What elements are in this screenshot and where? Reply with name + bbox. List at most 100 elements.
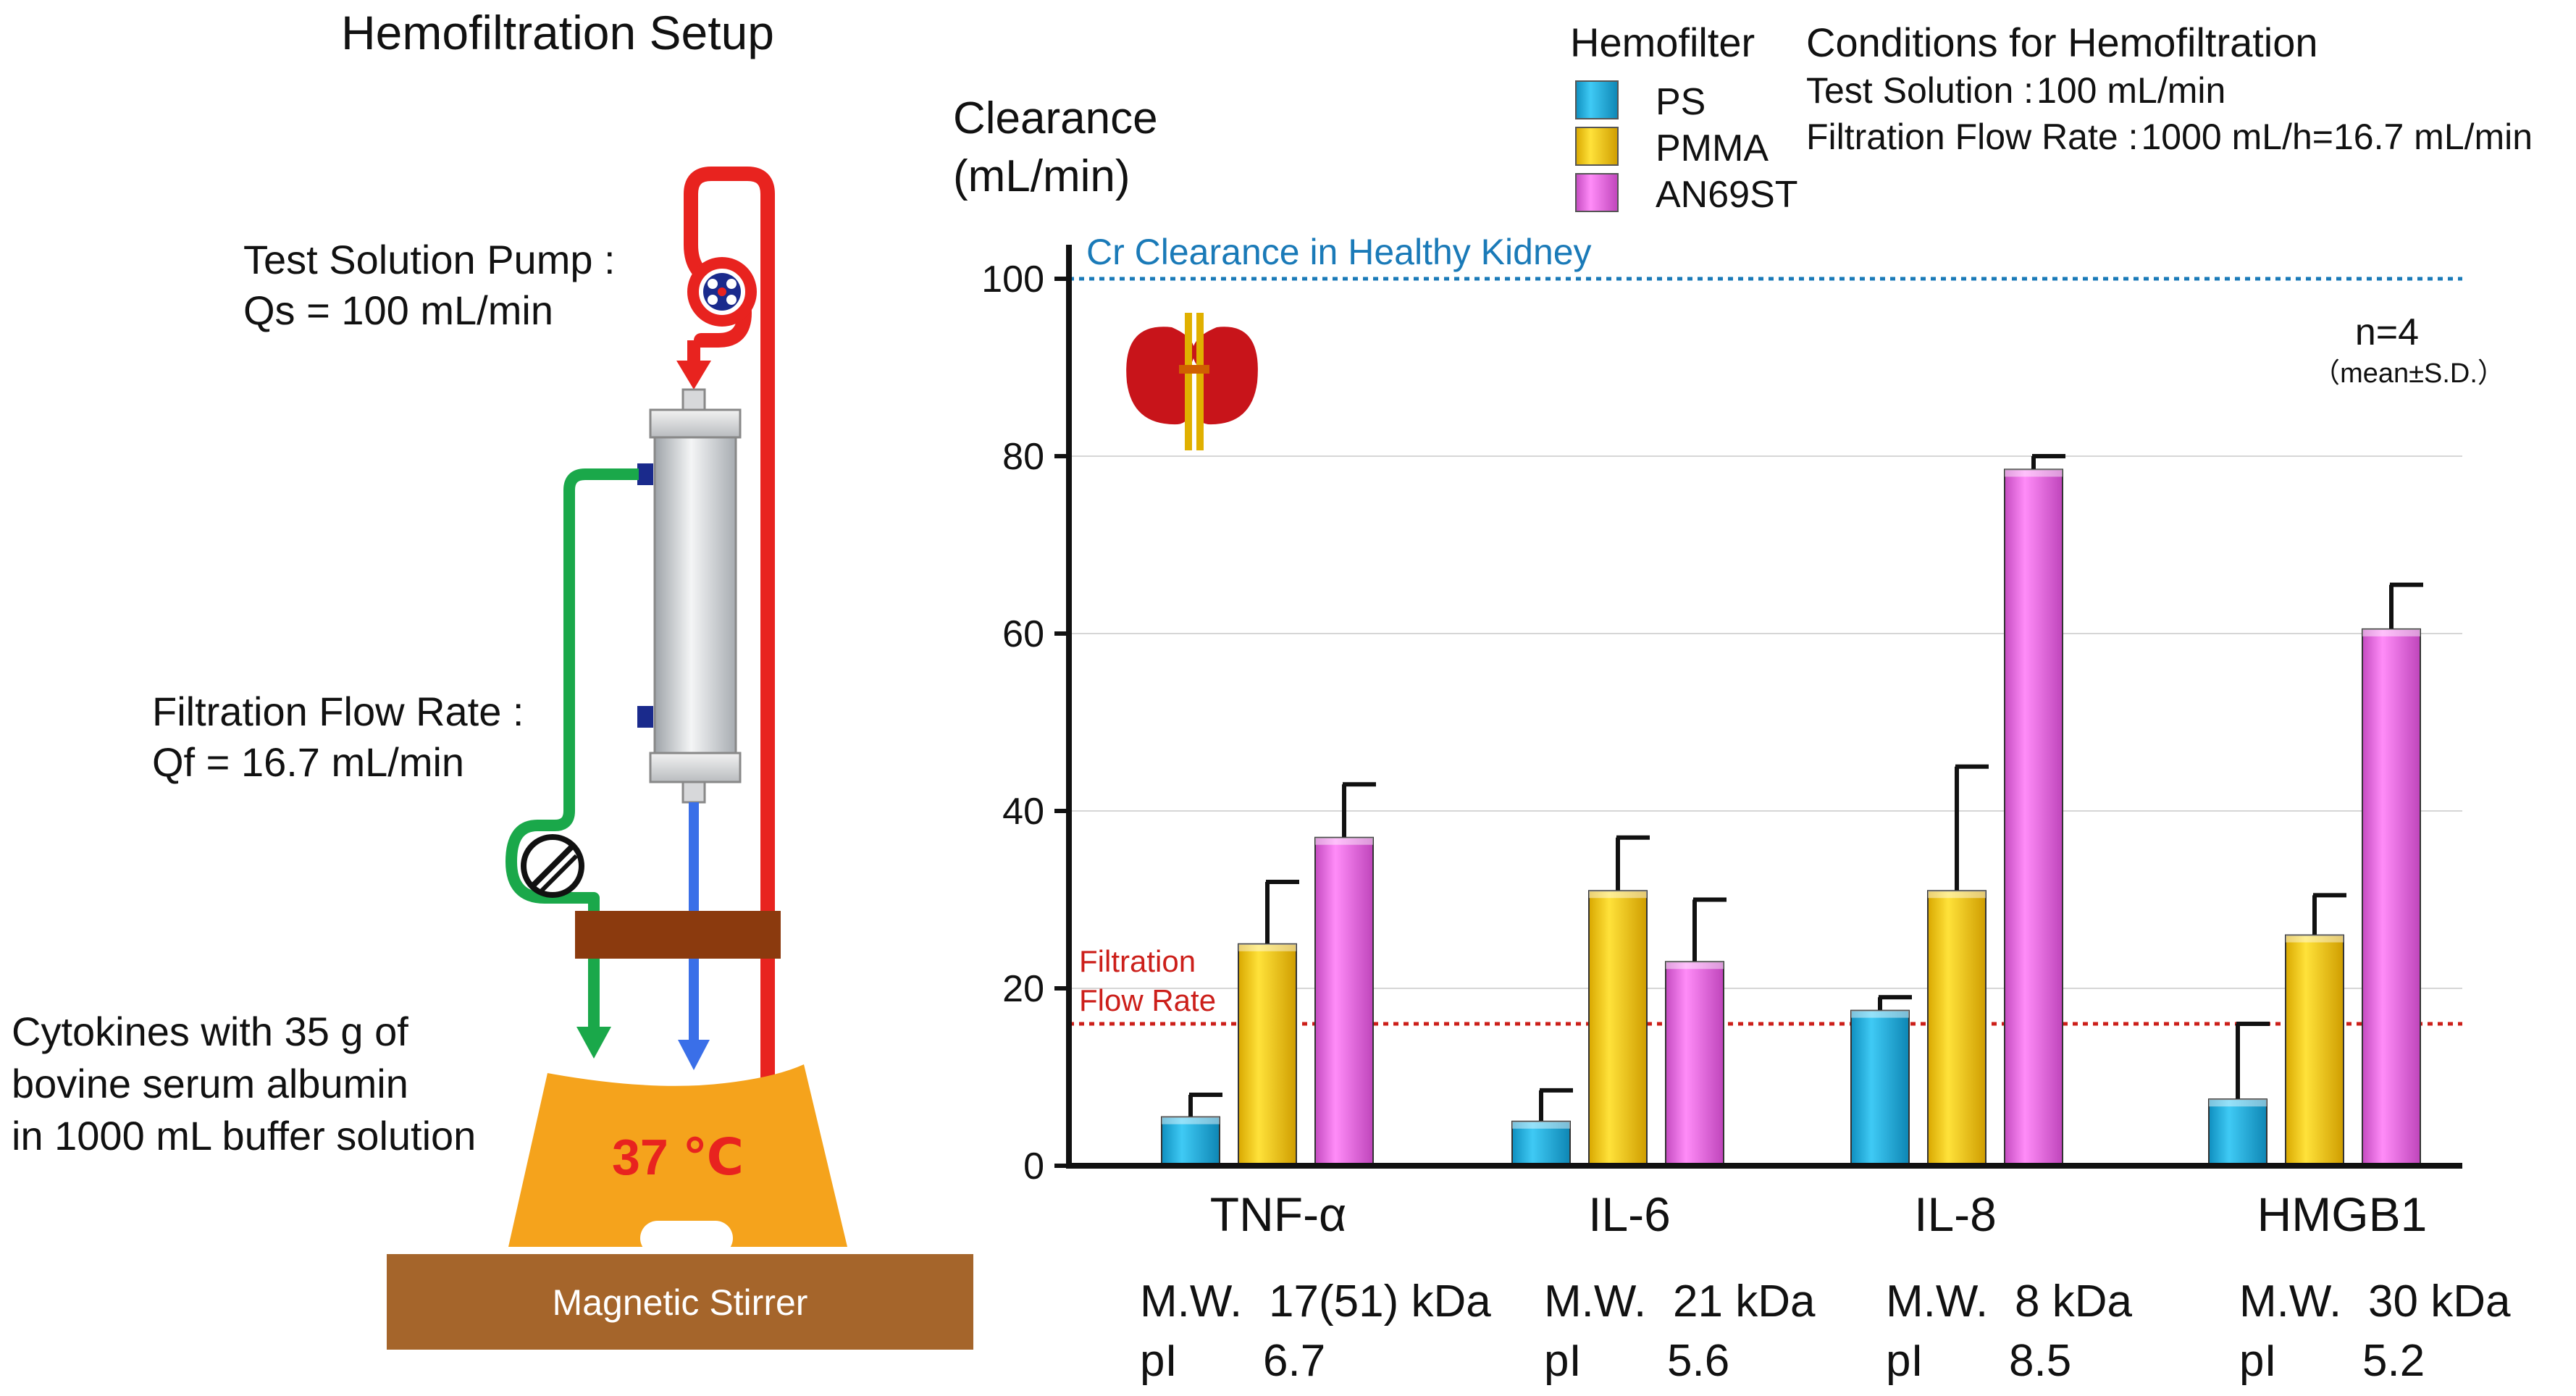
mw-value-2: 8 kDa bbox=[2015, 1277, 2132, 1326]
cr-clearance-label: Cr Clearance in Healthy Kidney bbox=[1086, 232, 1592, 272]
mw-value-0: 17(51) kDa bbox=[1269, 1277, 1491, 1326]
bar-ps-1[interactable] bbox=[1511, 1120, 1571, 1166]
bar-highlight bbox=[1315, 837, 1373, 845]
conditions-line-2-value: 1000 mL/h=16.7 mL/min bbox=[2141, 117, 2533, 157]
filtration-value: Qf = 16.7 mL/min bbox=[152, 739, 464, 785]
holder-clamp bbox=[575, 911, 781, 959]
bar-highlight bbox=[1589, 891, 1647, 899]
mw-label-0: M.W. bbox=[1140, 1277, 1242, 1326]
pump-icon[interactable] bbox=[687, 257, 757, 327]
pi-value-3: 5.2 bbox=[2362, 1336, 2425, 1386]
mw-value-3: 30 kDa bbox=[2368, 1277, 2511, 1326]
n-label: n=4 bbox=[2355, 311, 2419, 353]
category-label-3: HMGB1 bbox=[2257, 1187, 2428, 1241]
bar-highlight bbox=[1238, 943, 1296, 951]
setup-panel: Hemofiltration Setup Test Solution Pump … bbox=[12, 6, 973, 1350]
pi-label-2: pI bbox=[1886, 1336, 1923, 1386]
bar-highlight bbox=[2286, 935, 2344, 943]
pump-value: Qs = 100 mL/min bbox=[243, 287, 553, 333]
setup-title: Hemofiltration Setup bbox=[341, 6, 774, 59]
magnetic-stirrer bbox=[387, 1254, 973, 1350]
stir-bar bbox=[640, 1221, 733, 1256]
stirrer-label: Magnetic Stirrer bbox=[553, 1282, 808, 1323]
conditions-line-1: Test Solution :100 mL/min bbox=[1806, 70, 2225, 111]
conditions-title: Conditions for Hemofiltration bbox=[1806, 20, 2318, 65]
flow-clamp-icon[interactable] bbox=[521, 834, 584, 898]
pi-label-0: pI bbox=[1140, 1336, 1178, 1386]
mw-label-2: M.W. bbox=[1886, 1277, 1988, 1326]
bar-an69st-1[interactable] bbox=[1665, 961, 1724, 1166]
category-label-2: IL-8 bbox=[1914, 1187, 1997, 1241]
bar-chart: Clearance (mL/min) Cr Clearance in Healt… bbox=[953, 93, 2511, 1386]
bar-highlight bbox=[1666, 962, 1724, 970]
reference-lines: Cr Clearance in Healthy Kidney Filtration… bbox=[1069, 232, 2462, 1026]
bar-an69st-0[interactable] bbox=[1314, 836, 1374, 1166]
pi-value-2: 8.5 bbox=[2009, 1336, 2071, 1386]
bar-pmma-3[interactable] bbox=[2285, 934, 2344, 1166]
reservoir-line-1: Cytokines with 35 g of bbox=[12, 1009, 408, 1054]
bar-highlight bbox=[2005, 469, 2063, 477]
filtration-rate-label-2: Flow Rate bbox=[1079, 983, 1216, 1017]
bar-ps-2[interactable] bbox=[1850, 1009, 1910, 1166]
bar-highlight bbox=[1851, 1010, 1909, 1018]
conditions-line-2-label: Filtration Flow Rate : bbox=[1806, 117, 2138, 157]
bar-highlight bbox=[1162, 1117, 1220, 1124]
filtrate-arrow-icon bbox=[576, 1027, 611, 1059]
bar-pmma-1[interactable] bbox=[1588, 890, 1648, 1166]
kidney-icon bbox=[1126, 313, 1258, 450]
legend-label-ps: PS bbox=[1656, 81, 1706, 123]
bar-an69st-2[interactable] bbox=[2004, 468, 2063, 1166]
conditions-line-1-label: Test Solution : bbox=[1806, 70, 2034, 111]
mw-label-1: M.W. bbox=[1544, 1277, 1646, 1326]
bar-highlight bbox=[2362, 628, 2420, 636]
filtrate-line-green bbox=[505, 468, 639, 1028]
bar-ps-3[interactable] bbox=[2208, 1098, 2267, 1166]
temperature-label: 37 ℃ bbox=[612, 1129, 744, 1185]
legend-label-an69st: AN69ST bbox=[1656, 174, 1798, 216]
reservoir-line-3: in 1000 mL buffer solution bbox=[12, 1113, 476, 1159]
bar-pmma-0[interactable] bbox=[1238, 943, 1297, 1166]
bar-an69st-3[interactable] bbox=[2362, 628, 2421, 1166]
category-label-1: IL-6 bbox=[1588, 1187, 1671, 1241]
bar-highlight bbox=[2209, 1099, 2267, 1107]
cytokine-properties: M.W. 17(51) kDa pI 6.7 M.W. 21 kDa pI 5.6 M.W. 8 … bbox=[1140, 1277, 2511, 1386]
reservoir-line-2: bovine serum albumin bbox=[12, 1061, 408, 1106]
y-tick-label: 40 bbox=[1002, 791, 1044, 833]
bar-ps-0[interactable] bbox=[1161, 1116, 1220, 1166]
y-tick-label: 80 bbox=[1002, 436, 1044, 478]
conditions-line-1-value: 100 mL/min bbox=[2036, 70, 2225, 111]
pump-label: Test Solution Pump : bbox=[243, 237, 616, 282]
y-axis-label-2: (mL/min) bbox=[953, 151, 1130, 201]
outlet-arrow-icon bbox=[678, 1040, 710, 1070]
legend-swatch-pmma bbox=[1575, 127, 1619, 166]
bars bbox=[1161, 454, 2423, 1166]
legend-label-pmma: PMMA bbox=[1656, 127, 1769, 169]
pi-value-1: 5.6 bbox=[1667, 1336, 1729, 1386]
supply-arrow-icon bbox=[676, 361, 711, 390]
filtration-rate-label-1: Filtration bbox=[1079, 944, 1196, 978]
x-categories: TNF-α IL-6 IL-8 HMGB1 bbox=[1210, 1187, 2428, 1241]
legend-swatch-an69st bbox=[1575, 173, 1619, 212]
y-tick-label: 0 bbox=[1023, 1145, 1044, 1187]
pi-label-3: pI bbox=[2239, 1336, 2277, 1386]
y-tick-label: 20 bbox=[1002, 968, 1044, 1010]
legend-swatch-ps bbox=[1575, 80, 1619, 119]
pi-label-1: pI bbox=[1544, 1336, 1582, 1386]
conditions-line-2: Filtration Flow Rate :1000 mL/h=16.7 mL/… bbox=[1806, 117, 2533, 157]
y-ticks: 0 20 40 60 80 100 bbox=[981, 258, 1069, 1187]
mw-value-1: 21 kDa bbox=[1673, 1277, 1816, 1326]
legend-title: Hemofilter bbox=[1570, 20, 1755, 65]
bar-pmma-2[interactable] bbox=[1927, 890, 1986, 1166]
filtration-label: Filtration Flow Rate : bbox=[152, 689, 524, 734]
y-axis-label-1: Clearance bbox=[953, 93, 1158, 143]
bar-highlight bbox=[1928, 891, 1986, 899]
bar-highlight bbox=[1512, 1121, 1570, 1129]
y-tick-label: 60 bbox=[1002, 613, 1044, 655]
mw-label-3: M.W. bbox=[2239, 1277, 2341, 1326]
reservoir-beaker bbox=[508, 1064, 847, 1247]
pi-value-0: 6.7 bbox=[1263, 1336, 1325, 1386]
category-label-0: TNF-α bbox=[1210, 1187, 1346, 1241]
y-tick-label: 100 bbox=[981, 258, 1044, 300]
